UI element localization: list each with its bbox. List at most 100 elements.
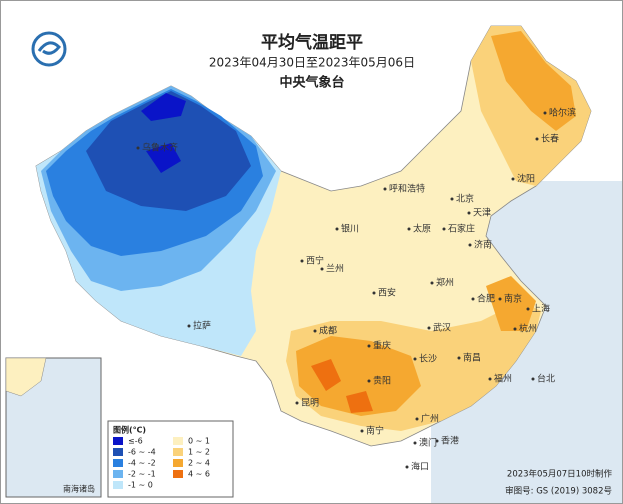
org: 中央气象台 <box>279 75 344 91</box>
region-hot-e <box>486 276 536 331</box>
legend-swatch <box>113 448 123 456</box>
region-hotter-sw2 <box>346 391 373 413</box>
city-dot <box>415 417 419 421</box>
city-dot <box>435 439 439 443</box>
legend-title: 图例(℃) <box>113 425 146 435</box>
city-label: 哈尔滨 <box>549 107 576 119</box>
city-dot <box>405 465 409 469</box>
city-label: 太原 <box>413 223 431 235</box>
legend-swatch <box>113 481 123 489</box>
city-label: 广州 <box>421 413 439 425</box>
legend-label: ≤-6 <box>128 437 143 446</box>
city-label: 南京 <box>504 293 522 305</box>
legend-swatch <box>173 437 183 445</box>
city-dot <box>372 291 376 295</box>
city-dot <box>467 211 471 215</box>
city-label: 台北 <box>537 373 555 385</box>
city-label: 海口 <box>411 461 429 473</box>
city-label: 济南 <box>474 239 492 251</box>
inset-label: 南海诸岛 <box>63 484 95 494</box>
city-dot <box>511 177 515 181</box>
region-hot-sw <box>296 336 421 416</box>
city-dot <box>450 197 454 201</box>
city-label: 香港 <box>441 435 459 447</box>
city-dot <box>413 441 417 445</box>
city-label: 昆明 <box>301 398 319 409</box>
city-label: 兰州 <box>326 263 344 275</box>
city-label: 南宁 <box>366 425 384 437</box>
city-label: 合肥 <box>477 293 495 305</box>
city-label: 呼和浩特 <box>389 183 425 195</box>
city-dot <box>535 137 539 141</box>
city-dot <box>313 329 317 333</box>
legend-label: 0 ~ 1 <box>188 437 210 446</box>
city-dot <box>498 297 502 301</box>
city-label: 石家庄 <box>448 223 475 235</box>
city-dot <box>442 227 446 231</box>
region-hot-ne <box>491 31 576 131</box>
city-label: 西宁 <box>306 255 324 267</box>
city-label: 长春 <box>541 133 559 145</box>
city-label: 西安 <box>378 287 396 299</box>
region-cold4 <box>141 93 186 121</box>
city-dot <box>360 429 364 433</box>
city-dot <box>187 324 191 328</box>
legend-swatch <box>113 437 123 445</box>
footer-made: 2023年05月07日10时制作 <box>507 469 613 480</box>
footer-approval: 审图号: GS (2019) 3082号 <box>505 486 612 497</box>
city-dot <box>335 227 339 231</box>
city-dot <box>320 267 324 271</box>
city-dot <box>367 379 371 383</box>
legend-label: -1 ~ 0 <box>128 481 153 490</box>
city-label: 长沙 <box>419 353 437 365</box>
logo <box>31 31 67 67</box>
city-dot <box>300 259 304 263</box>
city-label: 福州 <box>494 373 512 385</box>
city-dot <box>413 357 417 361</box>
legend-label: 2 ~ 4 <box>188 459 210 468</box>
city-dot <box>427 326 431 330</box>
city-label: 郑州 <box>436 277 454 289</box>
city-dot <box>526 307 530 311</box>
city-label: 沈阳 <box>517 173 535 185</box>
inset-land <box>5 357 47 397</box>
city-label: 乌鲁木齐 <box>142 142 178 154</box>
city-label: 上海 <box>532 303 550 315</box>
legend-swatch <box>173 470 183 478</box>
legend-swatch <box>173 459 183 467</box>
city-dot <box>468 243 472 247</box>
city-label: 成都 <box>319 325 337 337</box>
legend-label: 1 ~ 2 <box>188 448 210 457</box>
title: 平均气温距平 <box>261 32 363 53</box>
city-dot <box>430 281 434 285</box>
city-dot <box>367 344 371 348</box>
legend-label: -6 ~ -4 <box>128 448 156 457</box>
city-label: 杭州 <box>519 323 537 335</box>
city-dot <box>531 377 535 381</box>
city-label: 银川 <box>341 223 359 235</box>
legend-label: 4 ~ 6 <box>188 470 210 479</box>
legend-label: -4 ~ -2 <box>128 459 156 468</box>
legend-swatch <box>173 448 183 456</box>
city-label: 南昌 <box>463 352 481 364</box>
city-label: 北京 <box>456 193 474 205</box>
city-label: 重庆 <box>373 340 391 352</box>
city-dot <box>457 356 461 360</box>
logo-swirl <box>37 41 62 55</box>
city-label: 天津 <box>473 208 491 219</box>
city-dot <box>407 227 411 231</box>
city-dot <box>471 297 475 301</box>
legend-swatch <box>113 459 123 467</box>
city-label: 武汉 <box>433 322 451 334</box>
city-dot <box>513 327 517 331</box>
city-dot <box>383 187 387 191</box>
city-dot <box>488 377 492 381</box>
region-cold5 <box>146 143 181 173</box>
city-dot <box>543 111 547 115</box>
city-dot <box>295 401 299 405</box>
subtitle: 2023年04月30日至2023年05月06日 <box>209 56 415 70</box>
city-label: 澳门 <box>419 437 437 449</box>
city-label: 拉萨 <box>193 320 211 332</box>
